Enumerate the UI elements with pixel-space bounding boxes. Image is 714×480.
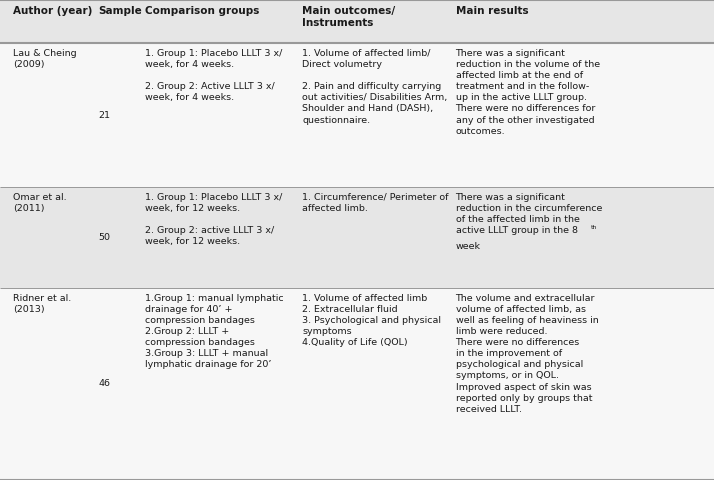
Text: 1. Group 1: Placebo LLLT 3 x/
week, for 4 weeks.

2. Group 2: Active LLLT 3 x/
w: 1. Group 1: Placebo LLLT 3 x/ week, for … [145, 49, 282, 102]
Text: 1. Circumference/ Perimeter of
affected limb.: 1. Circumference/ Perimeter of affected … [302, 193, 448, 213]
Text: 50: 50 [99, 233, 111, 242]
Bar [0, 288, 714, 480]
Text: 1. Volume of affected limb
2. Extracellular fluid
3. Psychological and physical
: 1. Volume of affected limb 2. Extracellu… [302, 294, 441, 347]
Text: 21: 21 [99, 111, 111, 120]
Text: Author (year): Author (year) [13, 6, 92, 16]
Text: There was a significant
reduction in the circumference
of the affected limb in t: There was a significant reduction in the… [456, 193, 602, 235]
Text: Omar et al.
(2011): Omar et al. (2011) [13, 193, 66, 213]
Text: Lau & Cheing
(2009): Lau & Cheing (2009) [13, 49, 76, 69]
Text: 1. Volume of affected limb/
Direct volumetry

2. Pain and difficulty carrying
ou: 1. Volume of affected limb/ Direct volum… [302, 49, 447, 124]
Text: 1. Group 1: Placebo LLLT 3 x/
week, for 12 weeks.

2. Group 2: active LLLT 3 x/
: 1. Group 1: Placebo LLLT 3 x/ week, for … [145, 193, 282, 246]
Text: The volume and extracellular
volume of affected limb, as
well as feeling of heav: The volume and extracellular volume of a… [456, 294, 598, 414]
Bar [0, 43, 714, 187]
Text: Ridner et al.
(2013): Ridner et al. (2013) [13, 294, 71, 314]
Text: 1.Group 1: manual lymphatic
drainage for 40’ +
compression bandages
2.Group 2: L: 1.Group 1: manual lymphatic drainage for… [145, 294, 283, 369]
Text: Main outcomes/
Instruments: Main outcomes/ Instruments [302, 6, 395, 28]
Text: 46: 46 [99, 380, 111, 388]
Text: Sample: Sample [99, 6, 142, 16]
Bar [0, 0, 714, 43]
Text: Comparison groups: Comparison groups [145, 6, 259, 16]
Text: week: week [456, 242, 481, 251]
Text: th: th [590, 225, 597, 230]
Bar [0, 187, 714, 288]
Text: There was a significant
reduction in the volume of the
affected limb at the end : There was a significant reduction in the… [456, 49, 600, 136]
Text: Main results: Main results [456, 6, 528, 16]
